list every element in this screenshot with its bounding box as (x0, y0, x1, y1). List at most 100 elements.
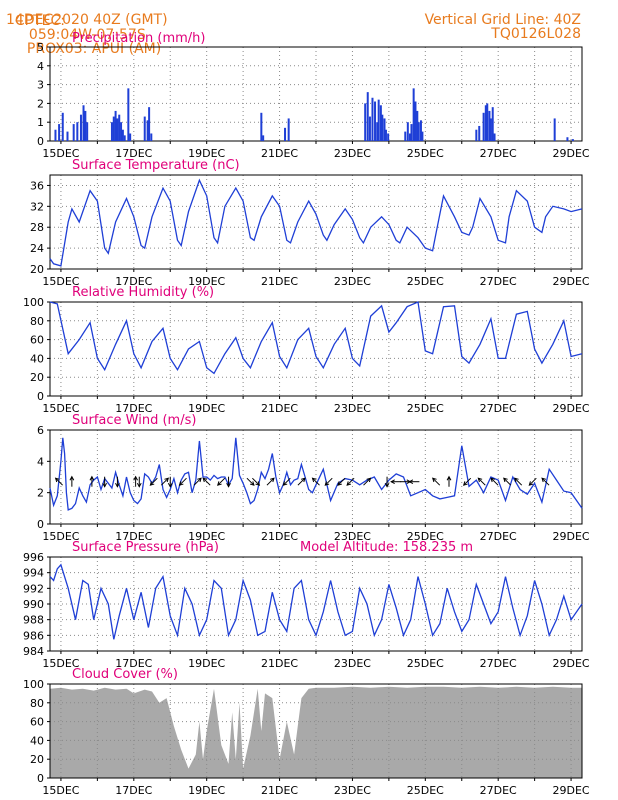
wind-vector-head (390, 479, 395, 485)
precip-bar (484, 105, 487, 141)
precip-bar (84, 110, 87, 141)
humidity-xtick-label: 23DEC (334, 402, 371, 415)
cloud-ytick-label: 100 (23, 678, 44, 691)
pressure-xtick-label: 23DEC (334, 657, 371, 670)
header-grid-note: Vertical Grid Line: 40Z (424, 12, 581, 28)
wind-vector-arrow (149, 477, 158, 486)
wind-xtick-label: 23DEC (334, 530, 371, 543)
wind-vector-head (528, 481, 534, 486)
precip-bar (82, 105, 85, 141)
precip-bar (410, 124, 413, 141)
pressure-ytick-label: 986 (23, 629, 44, 642)
cloud-title: Cloud Cover (%) (72, 667, 178, 682)
precip-ytick-label: 3 (37, 79, 44, 92)
cloud-ytick-label: 20 (30, 753, 44, 766)
wind-vector-head (432, 477, 437, 483)
wind-vector-arrow (193, 477, 202, 486)
precip-bar (129, 133, 132, 141)
wind-xtick-label: 17DEC (115, 530, 152, 543)
humidity-xtick-label: 29DEC (553, 402, 590, 415)
wind-vector-head (477, 477, 483, 483)
humidity-xtick-label: 17DEC (115, 402, 152, 415)
wind-vector-arrow (324, 477, 333, 486)
cloud-xtick-label: 25DEC (407, 784, 444, 797)
humidity-ytick-label: 20 (30, 371, 44, 384)
precip-bar (112, 116, 115, 141)
header-station: PROX03: APUI (AM) (26, 41, 162, 57)
wind-xtick-label: 19DEC (188, 530, 225, 543)
wind-vector-head (300, 477, 306, 483)
precip-bar (488, 110, 491, 141)
precip-bar (143, 116, 146, 141)
humidity-line (49, 301, 583, 375)
pressure-line (49, 563, 583, 640)
wind-vector-head (202, 477, 208, 483)
precip-bar (79, 114, 82, 141)
wind-vector-arrow (297, 477, 306, 486)
precip-bar (368, 116, 371, 141)
wind-vector-head (164, 477, 170, 483)
wind-line (49, 437, 583, 511)
humidity-title: Relative Humidity (%) (72, 285, 214, 300)
precip-bar (478, 125, 481, 141)
precip-bar (148, 107, 151, 141)
cloud-xtick-label: 27DEC (480, 784, 517, 797)
wind-vector-head (178, 481, 184, 486)
wind-vector-arrow (337, 477, 346, 486)
header-source: CPTEC: (14, 13, 66, 29)
wind-vector-arrow (541, 477, 550, 486)
wind-vector-head (311, 477, 317, 483)
cloud-xtick-label: 17DEC (115, 784, 152, 797)
temperature-ytick-label: 32 (30, 200, 44, 213)
wind-ytick-label: 2 (37, 487, 44, 500)
humidity-ytick-label: 60 (30, 334, 44, 347)
wind-vector-arrow (202, 477, 211, 486)
humidity-xtick-label: 25DEC (407, 402, 444, 415)
precip-bar (371, 97, 374, 141)
temperature-xtick-label: 19DEC (188, 275, 225, 288)
wind-vector-head (255, 481, 261, 486)
wind-vector-head (69, 475, 75, 481)
temperature-xtick-label: 27DEC (480, 275, 517, 288)
precip-title: Precipitation (mm/h) (72, 31, 205, 46)
precip-bar (406, 122, 409, 141)
wind-vector-head (490, 477, 496, 483)
wind-ytick-label: 0 (37, 518, 44, 531)
wind-frame (49, 429, 583, 525)
precip-bar (374, 101, 377, 141)
precip-bar (123, 135, 126, 141)
precip-bar (262, 135, 265, 141)
wind-vector-arrow (252, 477, 260, 486)
precip-bar (377, 99, 380, 141)
precip-bar (482, 112, 485, 141)
pressure-xtick-label: 19DEC (188, 657, 225, 670)
precip-bar (287, 118, 290, 141)
pressure-ytick-label: 992 (23, 582, 44, 595)
precip-bar (419, 120, 422, 141)
wind-vector-head (366, 477, 372, 483)
wind-xtick-label: 25DEC (407, 530, 444, 543)
temperature-ytick-label: 24 (30, 242, 44, 255)
precip-bar (412, 88, 415, 141)
precip-bar (76, 122, 79, 141)
wind-vector-arrow (514, 477, 523, 486)
wind-vector-head (446, 475, 452, 481)
wind-vector-arrow (55, 477, 63, 486)
wind-vector-arrow (160, 477, 169, 486)
wind-vector-head (513, 477, 519, 483)
humidity-ytick-label: 80 (30, 315, 44, 328)
precip-bar (387, 133, 390, 141)
header-code: TQ0126L028 (491, 26, 581, 42)
humidity-xtick-label: 19DEC (188, 402, 225, 415)
pressure-annotation: Model Altitude: 158.235 m (300, 540, 473, 555)
precip-bar (571, 139, 574, 141)
precip-bar (409, 133, 412, 141)
precip-xtick-label: 15DEC (42, 147, 79, 160)
precip-bar (553, 118, 556, 141)
cloud-xtick-label: 21DEC (261, 784, 298, 797)
precip-bar (486, 103, 489, 141)
wind-vector-head (133, 475, 138, 481)
pressure-xtick-label: 17DEC (115, 657, 152, 670)
cloud-ytick-label: 40 (30, 734, 44, 747)
wind-vector-head (408, 479, 414, 485)
